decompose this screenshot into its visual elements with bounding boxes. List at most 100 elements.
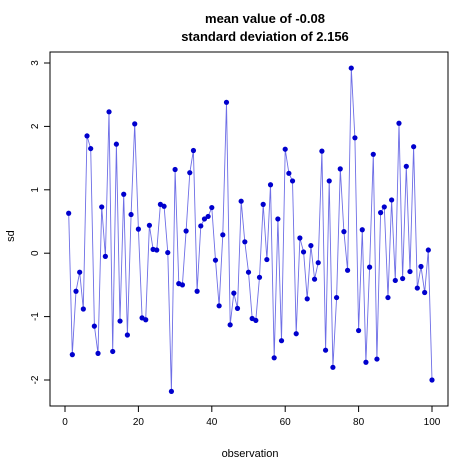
data-point — [106, 109, 112, 115]
data-point — [216, 303, 222, 309]
data-point — [179, 282, 186, 288]
series-polyline — [68, 68, 433, 392]
data-point — [143, 317, 149, 323]
y-tick-label: 0 — [30, 250, 41, 256]
y-tick-label: -2 — [30, 375, 41, 384]
data-point — [341, 229, 347, 235]
data-point — [121, 191, 127, 197]
data-point — [333, 294, 340, 301]
data-point — [135, 226, 141, 232]
data-point — [260, 201, 266, 207]
data-point — [400, 275, 406, 282]
data-point — [359, 227, 365, 233]
data-point — [187, 170, 193, 176]
data-point — [102, 253, 108, 259]
chart-title-line-1: mean value of -0.08 — [205, 11, 325, 26]
data-point — [344, 267, 351, 273]
data-point — [238, 198, 244, 204]
data-point — [337, 166, 343, 172]
y-axis-label: sd — [5, 230, 17, 242]
data-point — [66, 210, 72, 216]
data-point — [403, 163, 409, 169]
x-tick-label: 60 — [280, 417, 292, 428]
data-point — [378, 210, 384, 216]
x-tick-label: 80 — [353, 417, 365, 428]
data-point — [194, 288, 200, 294]
data-point — [385, 294, 391, 301]
data-point — [84, 133, 90, 139]
data-point — [231, 290, 237, 296]
data-point — [381, 204, 387, 210]
data-point — [220, 232, 226, 238]
data-point — [271, 355, 277, 361]
data-point — [297, 235, 303, 241]
data-point — [311, 276, 318, 282]
data-point — [348, 65, 354, 71]
data-point — [80, 306, 86, 312]
data-point — [242, 239, 248, 245]
data-point — [322, 347, 329, 353]
data-point — [326, 178, 332, 184]
data-point — [286, 170, 292, 176]
data-point — [300, 249, 307, 255]
y-tick-label: 1 — [30, 187, 41, 193]
x-tick-label: 20 — [133, 417, 145, 428]
data-point — [77, 269, 83, 275]
data-point — [275, 216, 281, 222]
data-point — [201, 216, 208, 222]
data-point — [256, 274, 263, 280]
data-point — [425, 247, 431, 253]
data-point — [154, 247, 160, 253]
data-point — [212, 257, 219, 263]
data-point — [183, 228, 189, 234]
data-point — [389, 197, 395, 203]
data-point — [411, 144, 417, 150]
data-point — [168, 388, 175, 395]
x-tick-label: 100 — [424, 417, 441, 428]
data-point — [223, 99, 230, 105]
data-point — [245, 269, 252, 275]
data-point — [165, 249, 171, 256]
data-point — [356, 327, 362, 334]
data-point — [161, 203, 167, 209]
data-point — [110, 348, 116, 355]
data-point — [198, 223, 204, 229]
data-point — [304, 296, 310, 302]
data-point — [99, 204, 105, 210]
data-point — [418, 263, 424, 270]
data-point — [172, 166, 178, 173]
y-axis: -2 -1 0 1 2 3 — [30, 60, 51, 384]
data-point — [278, 338, 285, 344]
data-point — [330, 364, 336, 370]
plot-frame — [49, 51, 449, 407]
data-point — [392, 277, 398, 284]
y-tick-label: 2 — [30, 123, 41, 129]
data-point — [352, 135, 358, 141]
x-axis-label: observation — [222, 448, 279, 460]
data-point — [234, 305, 241, 311]
data-point — [282, 146, 288, 152]
data-point — [367, 264, 373, 270]
data-point — [264, 256, 270, 263]
data-point — [374, 356, 380, 362]
data-point — [128, 211, 134, 218]
data-point — [69, 352, 75, 358]
data-point — [117, 318, 123, 324]
data-point — [319, 148, 325, 154]
data-point — [396, 120, 402, 126]
data-point — [308, 242, 314, 249]
series-line — [68, 68, 433, 392]
data-point — [315, 260, 321, 266]
data-point — [146, 222, 153, 228]
data-point — [370, 151, 376, 157]
data-point — [267, 182, 274, 188]
data-point — [132, 121, 138, 127]
data-point — [407, 268, 413, 275]
chart-title-line-2: standard deviation of 2.156 — [181, 29, 349, 44]
data-point — [88, 145, 94, 152]
data-point — [91, 323, 97, 329]
data-point — [429, 377, 435, 383]
y-tick-label: -1 — [30, 312, 41, 321]
y-tick-label: 3 — [30, 60, 41, 66]
data-point — [190, 147, 197, 154]
